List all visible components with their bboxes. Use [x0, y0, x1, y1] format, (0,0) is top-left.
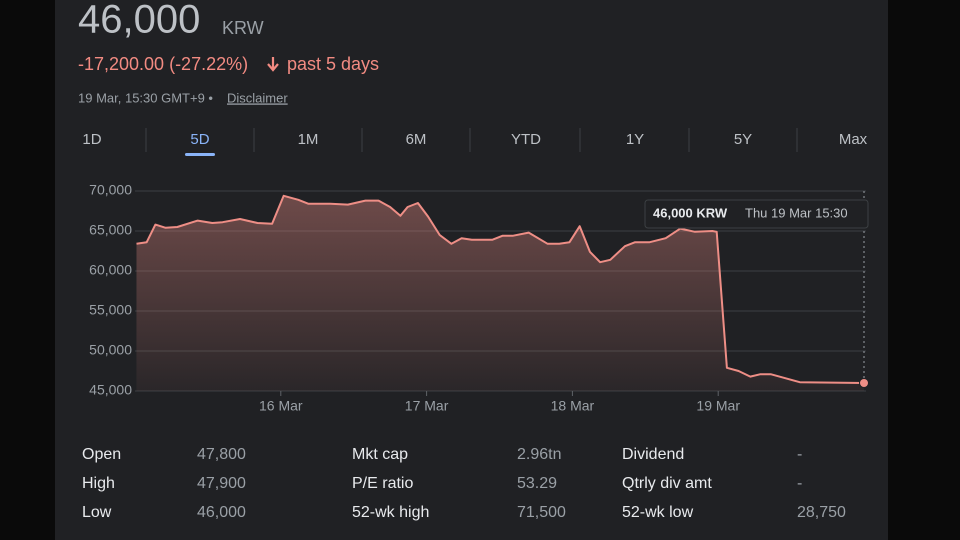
stat-label: Qtrly div amt	[622, 475, 712, 492]
range-tab[interactable]: Max	[839, 131, 868, 148]
range-tab[interactable]: 6M	[406, 131, 427, 148]
stat-value: -	[797, 475, 802, 492]
y-tick-label: 45,000	[89, 382, 132, 398]
tooltip: 46,000 KRW Thu 19 Mar 15:30	[644, 199, 869, 229]
range-tab[interactable]: 1Y	[626, 131, 644, 148]
y-tick-label: 55,000	[89, 302, 132, 318]
stat-label: P/E ratio	[352, 475, 413, 492]
y-tick-label: 50,000	[89, 342, 132, 358]
price-line	[136, 194, 865, 384]
down-arrow	[267, 57, 279, 72]
stat-value: 53.29	[517, 475, 557, 492]
stat-label: 52-wk high	[352, 504, 429, 521]
x-tick-label: 18 Mar	[551, 398, 595, 414]
range-tab[interactable]: 5D	[190, 131, 209, 148]
stat-label: High	[82, 475, 115, 492]
x-tick-label: 17 Mar	[405, 398, 449, 414]
hover-point	[859, 378, 869, 388]
stat-value: 47,900	[197, 475, 246, 492]
period: past 5 days	[287, 54, 379, 74]
currency: KRW	[222, 18, 264, 38]
stat-label: Dividend	[622, 446, 684, 463]
tab-indicator	[185, 153, 215, 156]
stat-value: 28,750	[797, 504, 846, 521]
stat-value: 47,800	[197, 446, 246, 463]
tooltip-price: 46,000 KRW	[653, 205, 728, 220]
stat-label: 52-wk low	[622, 504, 694, 521]
tooltip-time: Thu 19 Mar 15:30	[745, 205, 848, 220]
y-tick-label: 70,000	[89, 182, 132, 198]
stat-label: Low	[82, 504, 112, 521]
chart: 45,000 50,000 55,000 60,000 65,000 70,000 16 M…	[89, 182, 869, 414]
stat-value: 46,000	[197, 504, 246, 521]
stat-label: Open	[82, 446, 121, 463]
stat-value: -	[797, 446, 802, 463]
timestamp: 19 Mar, 15:30 GMT+9 •	[78, 90, 213, 105]
range-tab[interactable]: 5Y	[734, 131, 752, 148]
disclaimer-link[interactable]: Disclaimer	[227, 90, 288, 105]
price-area	[136, 195, 864, 391]
y-tick-label: 60,000	[89, 262, 132, 278]
stats-table: Open 47,800 Mkt cap 2.96tn Dividend - High 47,9…	[82, 446, 846, 521]
range-tabs: 1D 5D 1M 6M YTD 1Y 5Y Max	[82, 128, 868, 156]
x-tick-label: 19 Mar	[696, 398, 740, 414]
range-tab[interactable]: 1M	[298, 131, 319, 148]
y-tick-label: 65,000	[89, 222, 132, 238]
range-tab[interactable]: YTD	[511, 131, 541, 148]
price: 46,000	[78, 0, 200, 42]
stat-label: Mkt cap	[352, 446, 408, 463]
stat-value: 71,500	[517, 504, 566, 521]
change: -17,200.00 (-27.22%)	[78, 54, 248, 74]
tooltip-box	[644, 199, 869, 229]
range-tab[interactable]: 1D	[82, 131, 101, 148]
x-tick-label: 16 Mar	[259, 398, 303, 414]
stat-value: 2.96tn	[517, 446, 561, 463]
